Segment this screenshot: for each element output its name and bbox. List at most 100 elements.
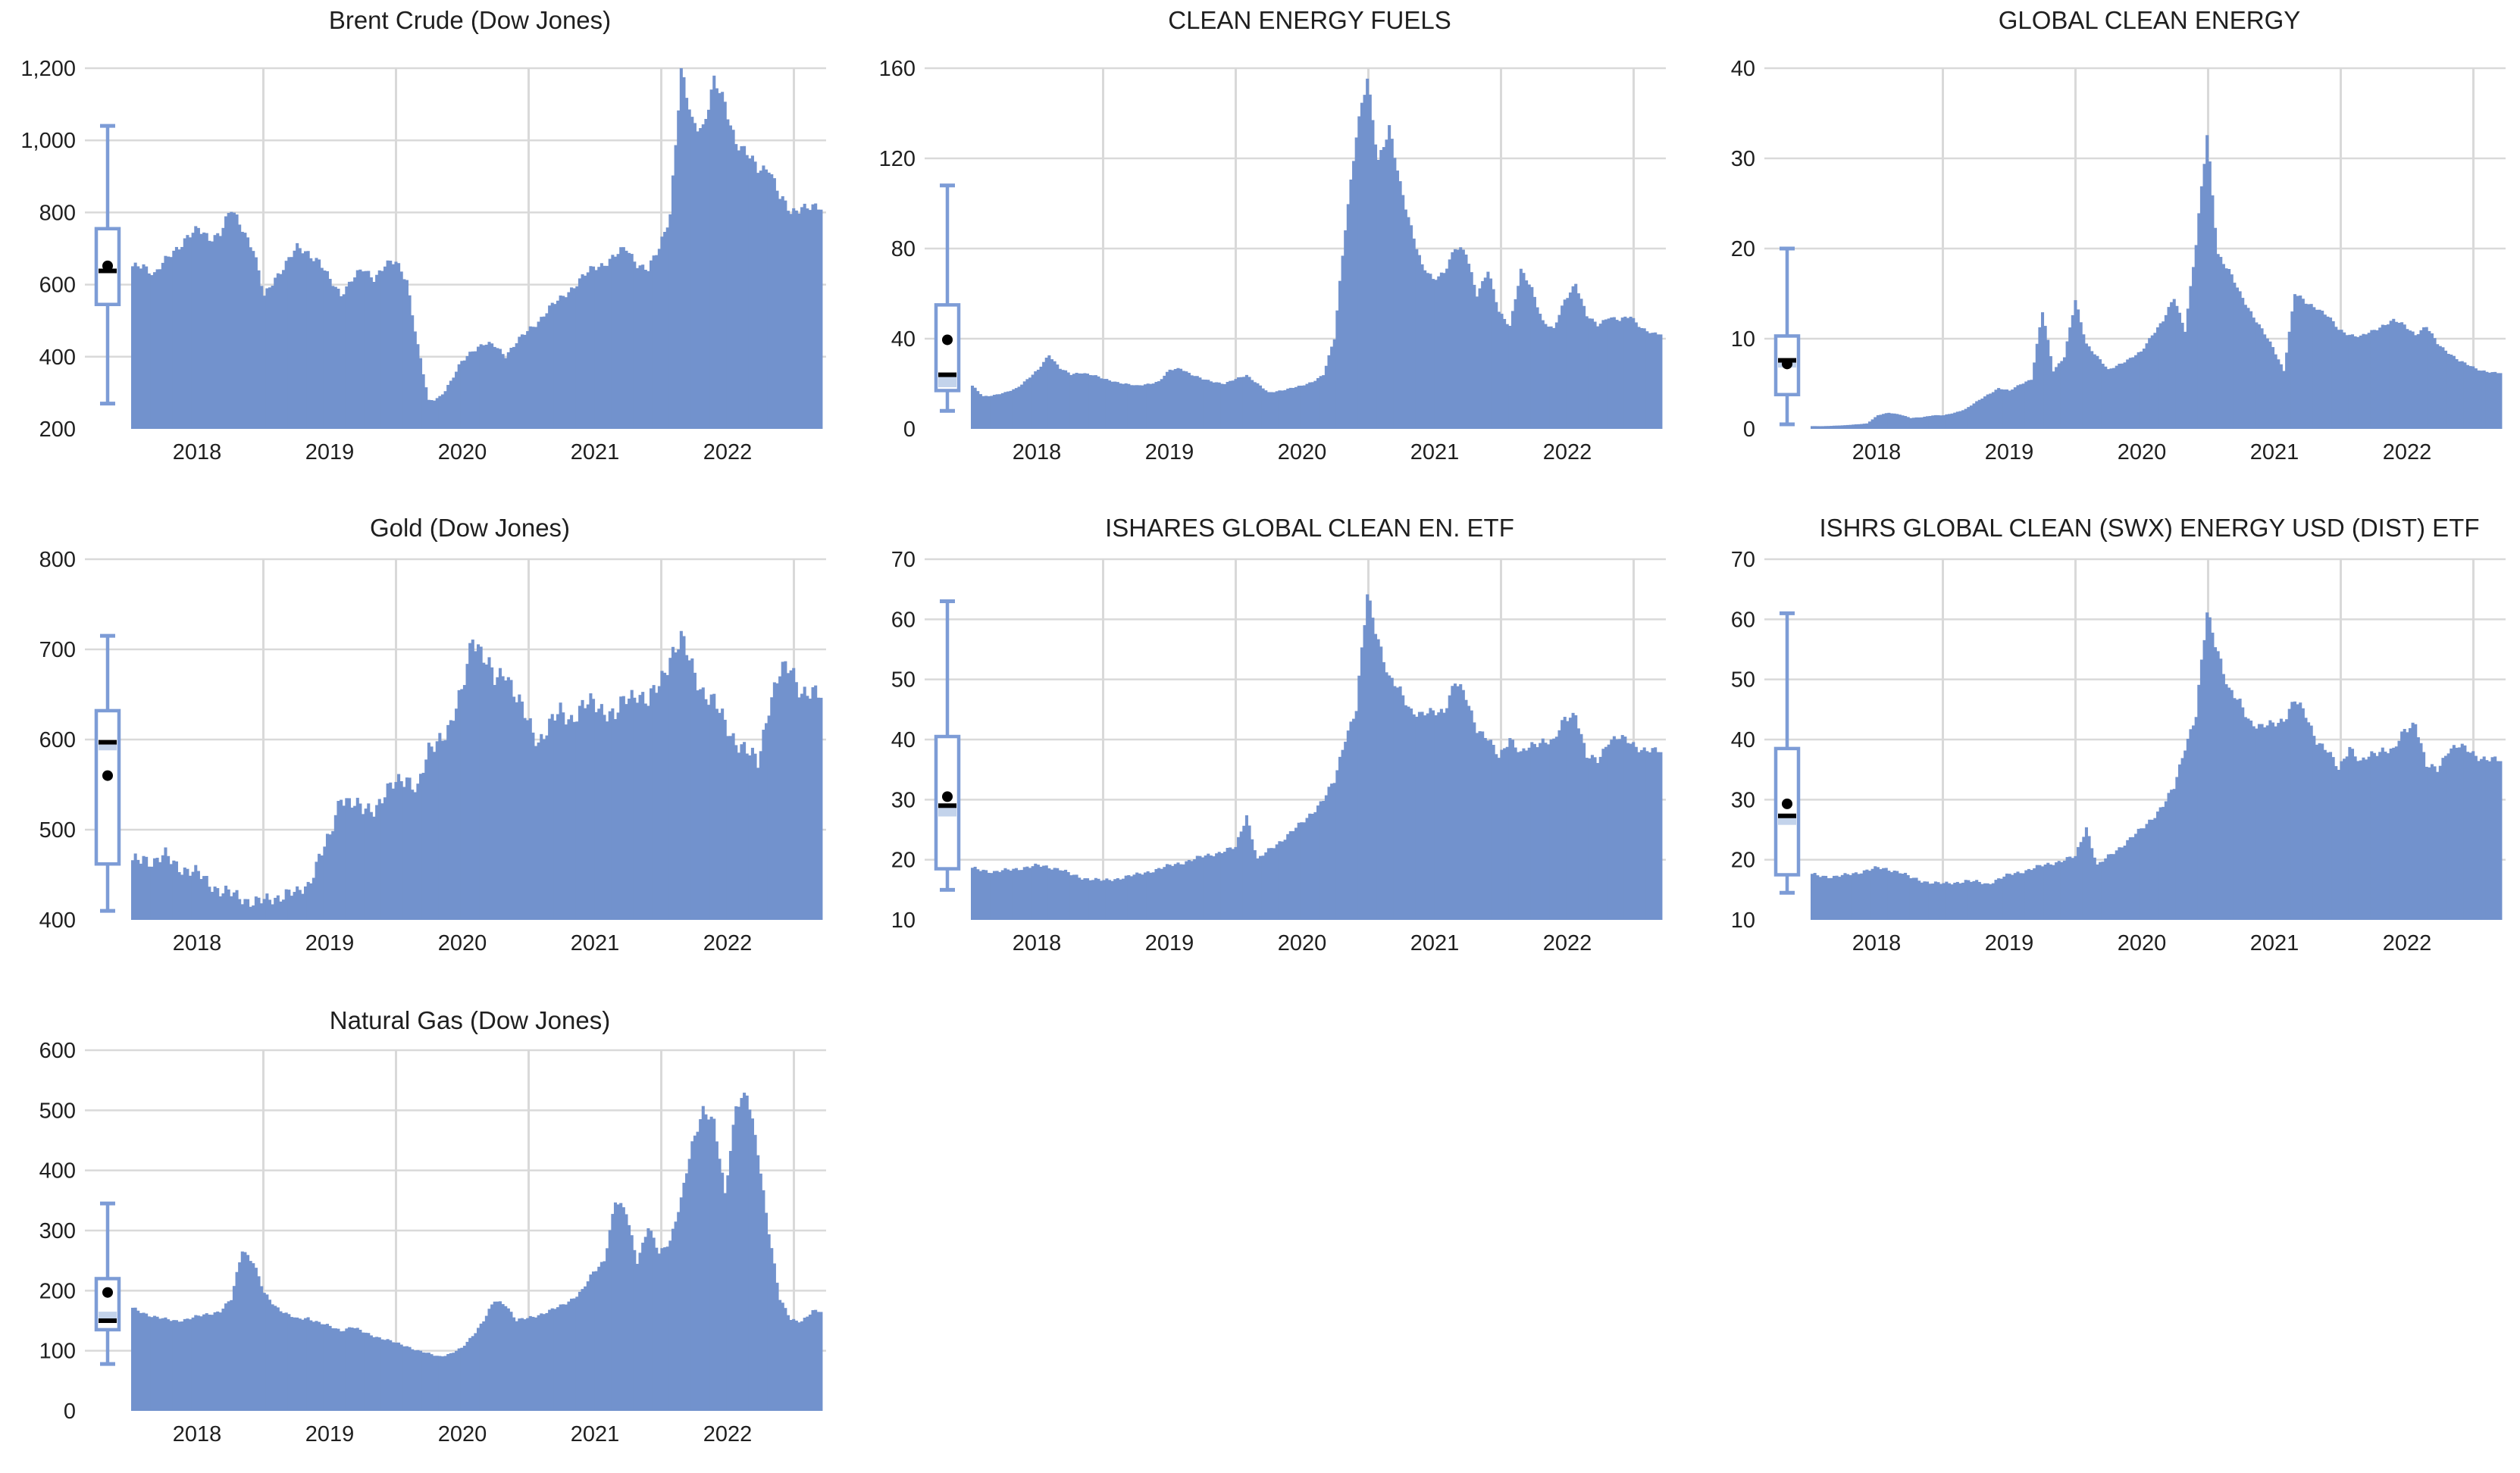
boxplot-mean-dot	[102, 260, 113, 271]
boxplot	[94, 633, 121, 913]
y-tick-label: 800	[39, 201, 76, 225]
y-tick-label: 0	[903, 418, 916, 442]
boxplot	[1773, 611, 1801, 895]
x-tick-label: 2021	[2250, 931, 2299, 955]
y-tick-label: 600	[39, 274, 76, 298]
x-tick-label: 2018	[1852, 440, 1902, 464]
x-tick-label: 2022	[703, 1422, 753, 1446]
boxplot-median	[1778, 813, 1796, 818]
y-tick-label: 70	[1731, 548, 1755, 572]
y-tick-labels: 0 10 20 30 40	[1731, 57, 1755, 442]
chart-global-clean-energy: GLOBAL CLEAN ENERGY 0 10 20 30 40 2018 2019 202…	[1679, 0, 2519, 491]
y-tick-label: 0	[64, 1400, 76, 1424]
x-tick-label: 2020	[438, 931, 487, 955]
x-tick-label: 2021	[571, 931, 620, 955]
chart-natural-gas: Natural Gas (Dow Jones) 0 100 200 300 400 500…	[0, 982, 840, 1473]
y-tick-label: 700	[39, 638, 76, 662]
y-tick-label: 20	[1731, 849, 1755, 873]
chart-canvas: 0 10 20 30 40 2018 2019 2020 2021 2022	[1731, 57, 2506, 464]
chart-title: CLEAN ENERGY FUELS	[1168, 6, 1451, 34]
y-tick-label: 40	[891, 728, 916, 752]
chart-title: ISHARES GLOBAL CLEAN EN. ETF	[1105, 514, 1514, 542]
boxplot-median	[938, 803, 956, 808]
y-tick-label: 800	[39, 548, 76, 572]
y-tick-label: 80	[891, 237, 916, 261]
y-tick-label: 10	[891, 909, 916, 933]
y-tick-label: 1,200	[20, 57, 76, 81]
x-tick-label: 2019	[1985, 931, 2034, 955]
x-tick-labels: 2018 2019 2020 2021 2022	[1852, 931, 2432, 955]
y-tick-labels: 0 100 200 300 400 500 600	[39, 1039, 76, 1424]
chart-ishares-global-clean: ISHARES GLOBAL CLEAN EN. ETF 10 20 30 40 50 6…	[840, 491, 1679, 982]
x-tick-label: 2022	[2383, 931, 2432, 955]
y-tick-label: 20	[891, 849, 916, 873]
x-tick-label: 2019	[1985, 440, 2034, 464]
y-tick-label: 0	[1743, 418, 1755, 442]
x-tick-label: 2021	[1410, 931, 1460, 955]
y-tick-label: 600	[39, 1039, 76, 1063]
chart-title: ISHRS GLOBAL CLEAN (SWX) ENERGY USD (DIS…	[1819, 514, 2480, 542]
chart-canvas: 0 100 200 300 400 500 600 2018 2019 2020 2021 2022	[39, 1039, 826, 1446]
y-tick-label: 30	[891, 788, 916, 812]
x-tick-label: 2021	[571, 1422, 620, 1446]
y-tick-label: 30	[1731, 147, 1755, 171]
y-tick-labels: 10 20 30 40 50 60 70	[1731, 548, 1755, 933]
y-tick-labels: 200 400 600 800 1,000 1,200	[20, 57, 76, 442]
boxplot	[94, 124, 121, 406]
y-gridlines	[1764, 67, 2506, 340]
x-tick-label: 2019	[305, 440, 355, 464]
chart-title: Natural Gas (Dow Jones)	[329, 1006, 611, 1034]
x-tick-label: 2018	[173, 931, 222, 955]
x-tick-label: 2022	[2383, 440, 2432, 464]
x-tick-label: 2022	[1543, 931, 1592, 955]
x-tick-label: 2021	[571, 440, 620, 464]
y-tick-label: 50	[891, 668, 916, 693]
chart-clean-energy-fuels: CLEAN ENERGY FUELS 0 40 80 120 160 2018 2019 20…	[840, 0, 1679, 491]
chart-gold: Gold (Dow Jones) 400 500 600 700 800 2018 2019…	[0, 491, 840, 982]
chart-title: GLOBAL CLEAN ENERGY	[1998, 6, 2301, 34]
x-tick-labels: 2018 2019 2020 2021 2022	[1852, 440, 2432, 464]
boxplot-median	[99, 1318, 117, 1323]
boxplot	[934, 599, 961, 892]
x-tick-label: 2020	[1278, 440, 1327, 464]
y-tick-labels: 10 20 30 40 50 60 70	[891, 548, 916, 933]
empty-cell	[1679, 982, 2519, 1473]
chart-title: Gold (Dow Jones)	[369, 514, 571, 542]
chart-ishrs-global-clean-swx: ISHRS GLOBAL CLEAN (SWX) ENERGY USD (DIS…	[1679, 491, 2519, 982]
y-tick-labels: 400 500 600 700 800	[39, 548, 76, 933]
boxplot-median	[99, 740, 117, 745]
y-tick-label: 60	[1731, 608, 1755, 632]
x-tick-labels: 2018 2019 2020 2021 2022	[173, 931, 753, 955]
y-tick-label: 400	[39, 346, 76, 370]
y-tick-label: 400	[39, 909, 76, 933]
y-tick-label: 40	[1731, 57, 1755, 81]
boxplot-mean-dot	[1782, 358, 1792, 370]
chart-canvas: 400 500 600 700 800 2018 2019 2020 2021 2022	[39, 548, 826, 955]
x-tick-labels: 2018 2019 2020 2021 2022	[173, 440, 753, 464]
y-tick-label: 20	[1731, 237, 1755, 261]
y-tick-label: 100	[39, 1340, 76, 1364]
y-tick-label: 500	[39, 818, 76, 843]
y-tick-label: 50	[1731, 668, 1755, 693]
boxplot-mean-dot	[942, 334, 953, 346]
x-tick-label: 2022	[1543, 440, 1592, 464]
x-tick-label: 2018	[173, 1422, 222, 1446]
x-tick-label: 2021	[2250, 440, 2299, 464]
x-tick-label: 2019	[305, 931, 355, 955]
x-tick-label: 2018	[1013, 931, 1062, 955]
chart-title: Brent Crude (Dow Jones)	[328, 6, 612, 34]
y-tick-label: 300	[39, 1219, 76, 1243]
y-tick-label: 70	[891, 548, 916, 572]
chart-canvas: 10 20 30 40 50 60 70 2018 2019 2020 2021 2022	[1731, 548, 2506, 955]
chart-canvas: 10 20 30 40 50 60 70 2018 2019 2020 2021 2022	[891, 548, 1666, 955]
x-tick-label: 2020	[1278, 931, 1327, 955]
x-tick-label: 2021	[1410, 440, 1460, 464]
x-tick-label: 2019	[1145, 440, 1194, 464]
x-tick-label: 2018	[173, 440, 222, 464]
series-bars	[131, 1093, 823, 1411]
x-tick-label: 2020	[438, 440, 487, 464]
y-tick-label: 40	[891, 327, 916, 352]
x-tick-label: 2019	[305, 1422, 355, 1446]
y-tick-label: 200	[39, 1279, 76, 1303]
